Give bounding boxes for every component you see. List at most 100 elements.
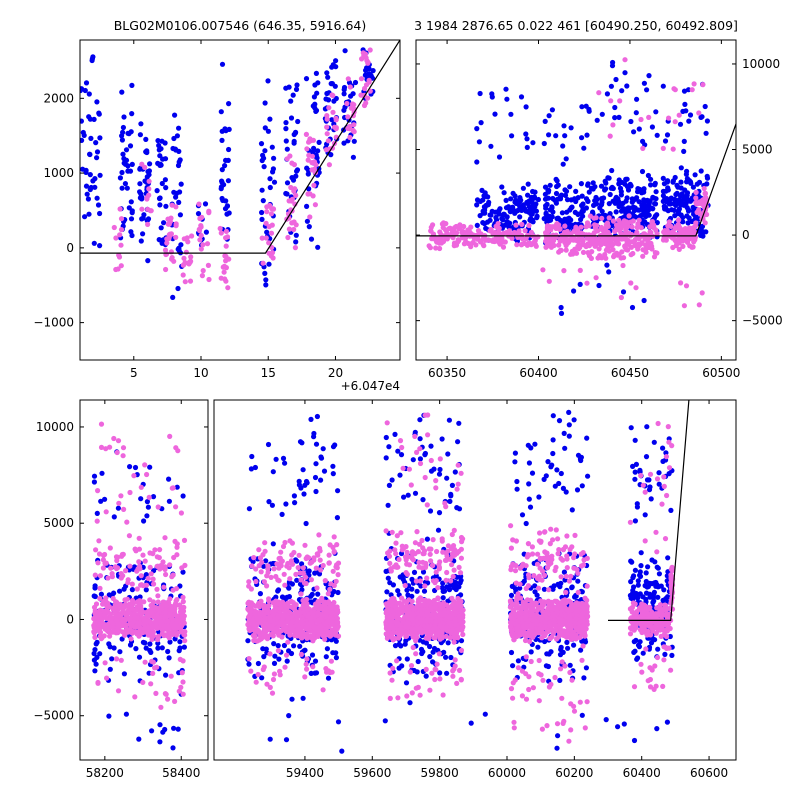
data-point <box>92 585 98 591</box>
x-tick-label: 60350 <box>428 366 466 380</box>
data-point <box>142 640 148 646</box>
data-point <box>267 116 273 122</box>
data-point <box>690 184 697 190</box>
data-point <box>246 618 252 624</box>
data-point <box>311 606 318 612</box>
data-point <box>331 534 337 540</box>
data-point <box>672 119 678 125</box>
data-point <box>308 593 314 599</box>
data-point <box>218 184 224 190</box>
data-point <box>564 197 571 203</box>
data-point <box>577 267 583 273</box>
data-point <box>304 656 310 662</box>
data-point <box>651 439 657 445</box>
data-point <box>176 648 182 654</box>
data-point <box>269 502 275 508</box>
data-point <box>164 236 170 242</box>
x-tick-label: 60400 <box>519 366 557 380</box>
data-point <box>271 671 277 677</box>
data-point <box>409 586 415 592</box>
data-point <box>625 247 631 253</box>
data-point <box>270 255 276 261</box>
data-point <box>641 80 648 86</box>
data-point <box>663 237 669 243</box>
data-point <box>280 612 286 618</box>
data-point <box>282 460 288 466</box>
data-point <box>169 485 175 491</box>
data-point <box>532 441 538 447</box>
data-point <box>318 567 324 573</box>
data-point <box>179 614 186 620</box>
data-point <box>312 202 318 208</box>
data-point <box>309 160 315 166</box>
data-point <box>175 285 181 292</box>
data-point <box>456 584 462 590</box>
data-point <box>180 599 186 605</box>
data-point <box>334 515 340 521</box>
data-point <box>288 650 295 657</box>
data-point <box>653 109 659 115</box>
data-point <box>476 139 482 145</box>
data-point <box>96 551 103 557</box>
data-point <box>645 564 651 570</box>
data-point <box>258 141 265 147</box>
data-point <box>648 241 654 247</box>
data-point <box>148 571 154 577</box>
data-point <box>245 606 251 612</box>
data-point <box>428 228 434 234</box>
data-point <box>117 175 123 181</box>
data-point <box>91 116 97 122</box>
data-point <box>578 181 585 187</box>
data-point <box>187 278 194 284</box>
data-point <box>117 601 123 607</box>
data-point <box>622 70 628 76</box>
y-tick-label: −1000 <box>33 316 74 330</box>
data-point <box>656 481 662 487</box>
data-point <box>282 664 288 670</box>
data-point <box>273 606 279 612</box>
data-point <box>549 241 555 247</box>
data-point <box>383 434 389 441</box>
data-point <box>137 598 143 604</box>
data-point <box>259 675 265 681</box>
data-point <box>421 588 428 594</box>
data-point <box>138 238 144 244</box>
data-point <box>417 417 423 423</box>
data-point <box>262 100 268 106</box>
data-point <box>129 111 135 117</box>
data-point <box>632 236 639 243</box>
data-point <box>283 85 289 91</box>
data-point <box>646 487 653 493</box>
data-point <box>599 201 605 207</box>
data-point <box>660 597 666 603</box>
data-point <box>594 240 600 246</box>
data-point <box>503 197 509 203</box>
data-point <box>154 664 160 670</box>
data-point <box>266 240 272 246</box>
data-point <box>640 253 646 259</box>
data-point <box>596 90 602 96</box>
data-point <box>253 566 259 572</box>
data-point <box>448 654 454 661</box>
data-point <box>246 661 252 667</box>
data-point <box>519 241 525 247</box>
y-tick-label: 0 <box>742 228 750 242</box>
data-point <box>310 103 316 109</box>
data-point <box>385 502 391 508</box>
data-point <box>587 213 594 219</box>
data-point <box>448 491 454 497</box>
data-point <box>483 225 489 231</box>
data-point <box>99 617 105 623</box>
data-point <box>508 196 514 202</box>
data-point <box>116 612 122 619</box>
data-point <box>294 613 300 619</box>
data-point <box>144 499 150 505</box>
data-point <box>693 189 699 195</box>
data-point <box>529 207 536 213</box>
data-point <box>363 55 369 61</box>
data-point <box>122 181 128 187</box>
data-point <box>525 181 531 187</box>
data-point <box>288 614 294 620</box>
data-point <box>535 644 541 650</box>
data-point <box>291 131 297 138</box>
